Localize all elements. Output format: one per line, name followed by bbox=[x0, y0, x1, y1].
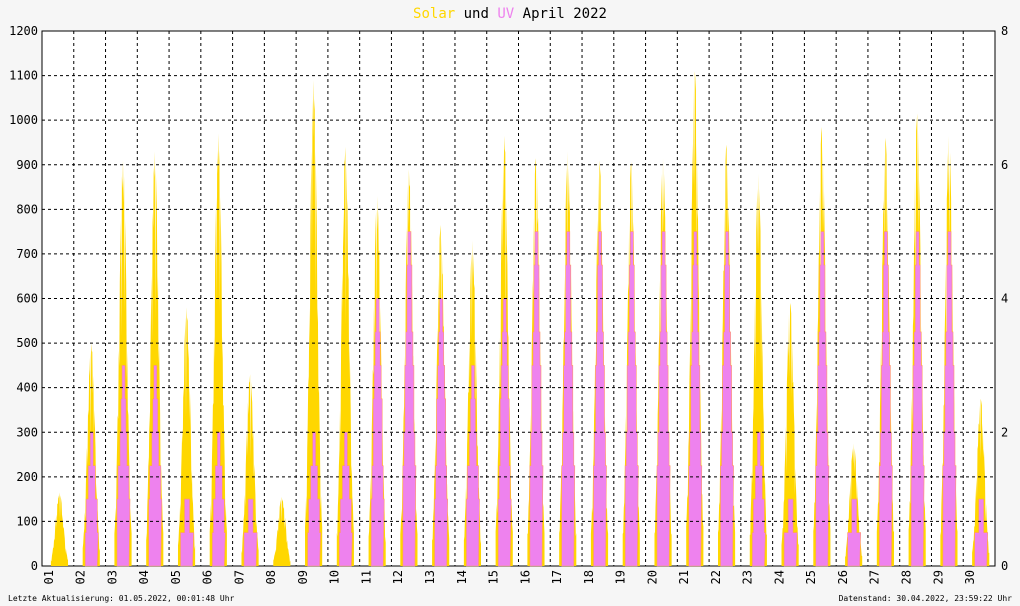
x-tick-26: 26 bbox=[836, 570, 850, 584]
x-tick-02: 02 bbox=[74, 570, 88, 584]
solar-area-day-30 bbox=[972, 398, 990, 566]
x-tick-11: 11 bbox=[359, 570, 373, 584]
footer-last-update: Letzte Aktualisierung: 01.05.2022, 00:01… bbox=[8, 594, 235, 603]
x-tick-01: 01 bbox=[42, 570, 56, 584]
y-left-tick-400: 400 bbox=[16, 381, 38, 395]
uv-area-day-06 bbox=[212, 431, 226, 567]
y-left-tick-900: 900 bbox=[16, 158, 38, 172]
grid-lines bbox=[42, 31, 995, 566]
uv-area-day-17 bbox=[561, 231, 576, 567]
uv-area-day-28 bbox=[910, 231, 925, 567]
y-left-tick-600: 600 bbox=[16, 292, 38, 306]
solar-area-day-24 bbox=[781, 303, 799, 566]
y-left-tick-1000: 1000 bbox=[9, 113, 38, 127]
y-right-tick-6: 6 bbox=[1001, 158, 1008, 172]
uv-area-day-13 bbox=[434, 298, 449, 567]
solar-area-day-07 bbox=[241, 374, 259, 566]
x-tick-06: 06 bbox=[201, 570, 215, 584]
x-tick-18: 18 bbox=[582, 570, 596, 584]
solar-area-day-01 bbox=[50, 492, 69, 566]
chart-title: Solar und UV April 2022 bbox=[413, 6, 607, 22]
series-group bbox=[50, 71, 990, 567]
x-tick-10: 10 bbox=[328, 570, 342, 584]
uv-area-day-05 bbox=[180, 498, 194, 567]
y-left-tick-1100: 1100 bbox=[9, 69, 38, 83]
title-uv: UV bbox=[497, 6, 514, 22]
axis-labels: 0100200300400500600700800900100011001200… bbox=[9, 24, 1008, 584]
uv-area-day-25 bbox=[815, 231, 830, 567]
solar-area-day-09 bbox=[305, 80, 323, 566]
x-tick-19: 19 bbox=[614, 570, 628, 584]
uv-area-day-24 bbox=[783, 498, 798, 567]
uv-area-day-07 bbox=[243, 498, 258, 567]
x-tick-22: 22 bbox=[709, 570, 723, 584]
x-tick-09: 09 bbox=[296, 570, 310, 584]
solar-area-day-08 bbox=[273, 496, 291, 566]
y-left-tick-800: 800 bbox=[16, 202, 38, 216]
y-left-tick-1200: 1200 bbox=[9, 24, 38, 38]
x-tick-21: 21 bbox=[677, 570, 691, 584]
footer-data-state: Datenstand: 30.04.2022, 23:59:22 Uhr bbox=[839, 594, 1013, 603]
x-tick-04: 04 bbox=[137, 570, 151, 584]
y-left-tick-700: 700 bbox=[16, 247, 38, 261]
x-tick-28: 28 bbox=[899, 570, 913, 584]
solar-area-day-06 bbox=[209, 133, 227, 566]
uv-area-day-10 bbox=[338, 431, 353, 567]
y-right-tick-8: 8 bbox=[1001, 24, 1008, 38]
y-right-tick-0: 0 bbox=[1001, 559, 1008, 573]
x-tick-29: 29 bbox=[931, 570, 945, 584]
uv-area-day-23 bbox=[751, 431, 766, 567]
x-tick-24: 24 bbox=[772, 570, 786, 584]
x-tick-13: 13 bbox=[423, 570, 437, 584]
uv-area-day-26 bbox=[847, 498, 862, 567]
uv-area-day-21 bbox=[688, 231, 703, 567]
y-left-tick-200: 200 bbox=[16, 470, 38, 484]
solar-area-day-10 bbox=[336, 146, 354, 566]
y-left-tick-500: 500 bbox=[16, 336, 38, 350]
x-tick-30: 30 bbox=[963, 570, 977, 584]
x-tick-20: 20 bbox=[645, 570, 659, 584]
y-left-tick-300: 300 bbox=[16, 425, 38, 439]
x-tick-16: 16 bbox=[518, 570, 532, 584]
uv-area-day-03 bbox=[116, 365, 131, 567]
uv-area-day-18 bbox=[593, 231, 607, 567]
x-tick-07: 07 bbox=[232, 570, 246, 584]
title-solar: Solar bbox=[413, 6, 455, 22]
uv-area-day-04 bbox=[148, 365, 163, 567]
y-right-tick-4: 4 bbox=[1001, 292, 1008, 306]
uv-area-day-27 bbox=[879, 231, 893, 567]
x-tick-08: 08 bbox=[264, 570, 278, 584]
y-left-tick-0: 0 bbox=[31, 559, 38, 573]
x-tick-14: 14 bbox=[455, 570, 469, 584]
x-tick-17: 17 bbox=[550, 570, 564, 584]
y-left-tick-100: 100 bbox=[16, 514, 38, 528]
uv-area-day-30 bbox=[974, 498, 989, 567]
x-tick-03: 03 bbox=[105, 570, 119, 584]
x-tick-15: 15 bbox=[487, 570, 501, 584]
title-period: April 2022 bbox=[523, 6, 607, 22]
uv-area-day-14 bbox=[466, 365, 480, 567]
y-right-tick-2: 2 bbox=[1001, 425, 1008, 439]
title-und: und bbox=[464, 6, 489, 22]
x-tick-27: 27 bbox=[868, 570, 882, 584]
x-tick-23: 23 bbox=[741, 570, 755, 584]
x-tick-25: 25 bbox=[804, 570, 818, 584]
x-tick-12: 12 bbox=[391, 570, 405, 584]
solar-area-day-05 bbox=[177, 307, 196, 566]
x-tick-05: 05 bbox=[169, 570, 183, 584]
